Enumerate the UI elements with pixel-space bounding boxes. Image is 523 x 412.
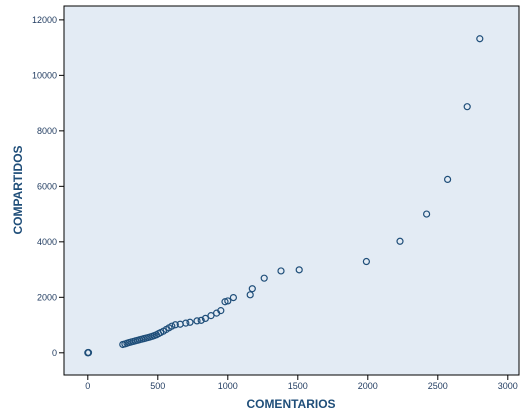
data-point <box>423 210 431 218</box>
y-tick-label: 0 <box>52 348 57 358</box>
x-axis-title: COMENTARIOS <box>246 397 335 411</box>
data-point <box>248 285 256 293</box>
y-axis-title: COMPARTIDOS <box>11 145 25 234</box>
plot-area <box>63 5 520 376</box>
y-tick-label: 2000 <box>37 292 57 302</box>
data-points <box>84 35 484 357</box>
data-point <box>463 103 471 111</box>
y-tick-label: 4000 <box>37 237 57 247</box>
data-point <box>444 175 452 184</box>
data-point <box>207 312 215 320</box>
data-point <box>396 237 404 245</box>
data-point <box>246 291 254 299</box>
data-point <box>168 322 176 330</box>
y-tick-label: 6000 <box>37 181 57 191</box>
data-point <box>84 348 92 357</box>
data-point <box>197 316 205 324</box>
x-tick-label: 2500 <box>428 381 448 391</box>
data-point <box>277 267 285 275</box>
x-tick-label: 3000 <box>498 381 518 391</box>
x-tick-label: 500 <box>150 381 165 391</box>
y-tick-label: 8000 <box>37 126 57 136</box>
data-point <box>186 318 194 326</box>
x-tick-label: 1500 <box>288 381 308 391</box>
x-tick-label: 2000 <box>358 381 378 391</box>
y-axis-ticks: 0 2000 4000 6000 8000 10000 12000 <box>32 15 64 358</box>
y-tick-label: 12000 <box>32 15 57 25</box>
data-point <box>476 35 484 43</box>
data-point <box>295 266 303 274</box>
data-point <box>260 274 268 282</box>
data-point <box>229 293 237 302</box>
x-tick-label: 1000 <box>218 381 238 391</box>
data-point <box>362 257 370 266</box>
y-tick-label: 10000 <box>32 70 57 80</box>
data-point <box>201 314 209 323</box>
x-tick-label: 0 <box>85 381 90 391</box>
data-point <box>217 307 225 315</box>
data-point <box>182 319 190 327</box>
data-point <box>224 297 232 305</box>
data-point <box>193 317 201 325</box>
data-point <box>171 321 179 329</box>
x-axis-ticks: 0 500 1000 1500 2000 2500 3000 <box>85 375 518 391</box>
